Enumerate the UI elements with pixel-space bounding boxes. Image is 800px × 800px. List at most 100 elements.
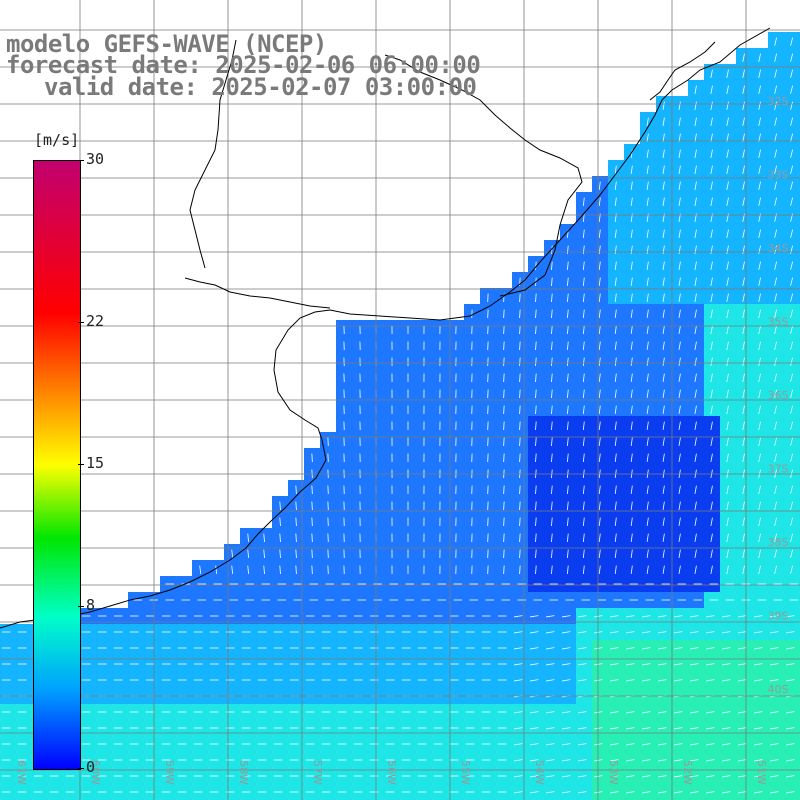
wind-arrow <box>662 293 665 302</box>
wind-arrow <box>567 309 569 319</box>
wind-arrow <box>790 261 793 270</box>
wind-arrow <box>546 775 555 778</box>
wind-arrow <box>551 325 553 335</box>
wind-arrow <box>742 341 745 350</box>
wind-arrow <box>530 743 539 746</box>
colorbar-tick <box>78 768 84 769</box>
wind-arrow <box>774 357 777 366</box>
wind-arrow <box>726 149 729 158</box>
wind-arrow <box>630 245 633 254</box>
wind-arrow <box>738 759 747 762</box>
wind-arrow <box>710 517 713 526</box>
wind-arrow <box>503 453 505 463</box>
wind-arrow <box>630 501 633 510</box>
wind-arrow <box>790 549 793 558</box>
wind-arrow <box>598 437 601 447</box>
wind-arrow <box>758 501 761 510</box>
wind-arrow <box>790 181 793 190</box>
wind-arrow <box>562 663 571 666</box>
wind-arrow <box>614 549 617 559</box>
wind-arrow <box>690 679 699 682</box>
wind-arrow <box>646 373 649 382</box>
wind-arrow <box>535 453 537 463</box>
wind-arrow <box>754 631 763 634</box>
wind-arrow <box>770 679 779 682</box>
wind-arrow <box>610 615 619 618</box>
wind-arrow <box>690 775 699 778</box>
wind-arrow <box>503 309 505 319</box>
wind-arrow <box>726 229 729 238</box>
wind-arrow <box>674 679 683 682</box>
wind-arrow <box>758 341 761 350</box>
wind-arrow <box>646 453 649 462</box>
longitude-label: 55W <box>459 760 472 785</box>
wind-arrow <box>598 309 601 319</box>
wind-arrow <box>626 759 635 762</box>
wind-arrow <box>598 181 601 191</box>
wind-arrow <box>626 679 635 682</box>
wind-arrow <box>774 165 777 174</box>
wind-arrow <box>578 711 587 714</box>
wind-arrow <box>742 357 745 366</box>
wind-arrow <box>690 647 699 650</box>
wind-arrow <box>311 549 313 559</box>
wind-arrow <box>519 389 521 399</box>
wind-arrow <box>694 149 697 158</box>
wind-arrow <box>598 549 601 559</box>
wind-arrow <box>678 197 681 206</box>
wind-arrow <box>535 405 537 415</box>
wind-arrow <box>646 149 649 158</box>
wind-arrow <box>786 663 795 666</box>
wind-arrow <box>658 743 667 746</box>
wind-arrow <box>706 791 715 794</box>
wind-arrow <box>710 341 713 350</box>
wind-arrow <box>738 631 747 634</box>
wind-arrow <box>790 437 793 446</box>
wind-arrow <box>630 389 633 398</box>
longitude-label: 53W <box>607 760 620 785</box>
wind-arrow <box>662 373 665 382</box>
wind-arrow <box>551 533 553 543</box>
wind-arrow <box>774 293 777 302</box>
wind-arrow <box>694 117 697 126</box>
wind-arrow <box>514 711 523 714</box>
wind-arrow <box>722 631 731 634</box>
wind-arrow <box>742 325 745 334</box>
wind-arrow <box>726 565 729 574</box>
wind-arrow <box>546 727 555 730</box>
wind-arrow <box>754 743 763 746</box>
wind-arrow <box>630 341 633 350</box>
longitude-label: 57W <box>311 760 324 785</box>
wind-arrow <box>662 309 665 318</box>
wind-arrow <box>758 261 761 270</box>
wind-arrow <box>786 727 795 730</box>
wind-arrow <box>614 341 617 351</box>
wind-arrow <box>790 421 793 430</box>
wind-arrow <box>551 341 553 351</box>
wind-arrow <box>786 759 795 762</box>
colorbar-units: [m/s] <box>34 131 80 149</box>
colorbar-tick-label: 0 <box>86 758 96 776</box>
wind-arrow <box>790 389 793 398</box>
wind-arrow <box>722 791 731 794</box>
wind-arrow <box>582 357 585 367</box>
wind-arrow <box>758 165 761 174</box>
wind-arrow <box>614 181 617 191</box>
wind-arrow <box>726 181 729 190</box>
wind-arrow <box>694 261 697 270</box>
wind-arrow <box>642 791 651 794</box>
colorbar-tick <box>78 464 84 465</box>
wind-arrow <box>710 373 713 382</box>
latitude-label: 38S <box>768 536 789 549</box>
ocean-wind-field <box>0 32 800 800</box>
wind-arrow <box>722 663 731 666</box>
wind-arrow <box>582 389 585 399</box>
wind-arrow <box>646 389 649 398</box>
wind-arrow <box>710 245 713 254</box>
wind-arrow <box>279 517 281 527</box>
wind-arrow <box>726 437 729 446</box>
wind-arrow <box>678 245 681 254</box>
wind-arrow <box>514 727 523 730</box>
wind-arrow <box>742 533 745 542</box>
wind-arrow <box>790 85 793 94</box>
